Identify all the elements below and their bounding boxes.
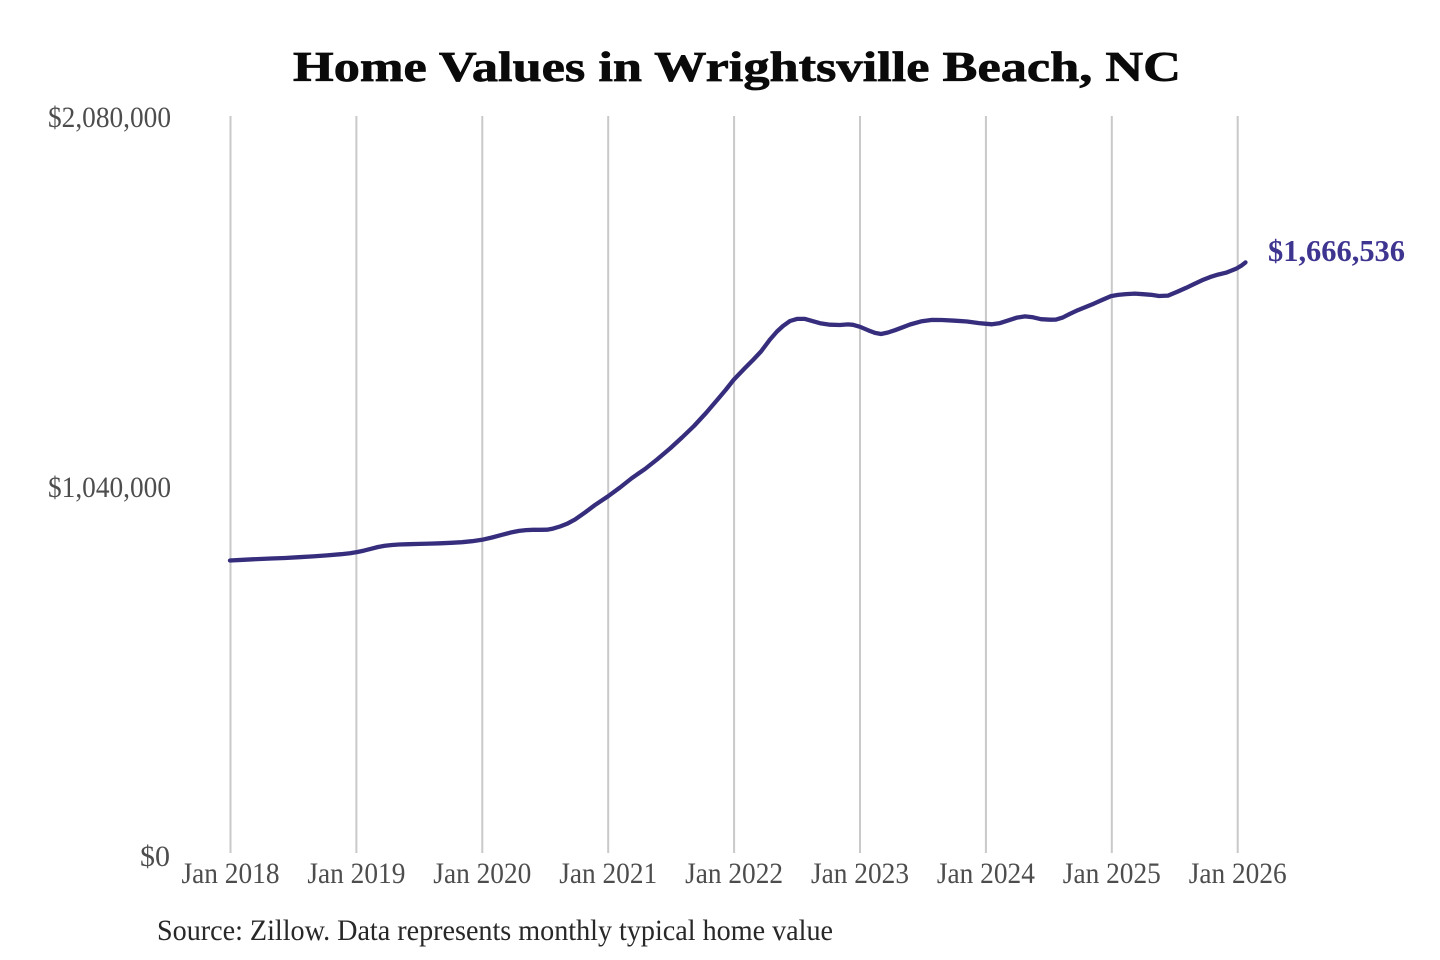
svg-text:Jan 2021: Jan 2021 xyxy=(559,857,657,890)
svg-text:Jan 2024: Jan 2024 xyxy=(937,857,1035,890)
svg-text:Jan 2020: Jan 2020 xyxy=(433,857,531,890)
svg-text:Source: Zillow. Data represent: Source: Zillow. Data represents monthly … xyxy=(157,914,833,947)
svg-text:$1,040,000: $1,040,000 xyxy=(48,471,171,504)
svg-text:$2,080,000: $2,080,000 xyxy=(48,101,171,134)
svg-text:Jan 2018: Jan 2018 xyxy=(182,857,280,890)
svg-text:Jan 2022: Jan 2022 xyxy=(685,857,783,890)
svg-text:Jan 2019: Jan 2019 xyxy=(307,857,405,890)
svg-text:Jan 2023: Jan 2023 xyxy=(811,857,909,890)
svg-text:$1,666,536: $1,666,536 xyxy=(1268,233,1405,268)
svg-text:$0: $0 xyxy=(140,840,170,873)
svg-text:Jan 2026: Jan 2026 xyxy=(1189,857,1287,890)
svg-text:Home Values in Wrightsville Be: Home Values in Wrightsville Beach, NC xyxy=(293,45,1181,91)
svg-text:Jan 2025: Jan 2025 xyxy=(1063,857,1161,890)
